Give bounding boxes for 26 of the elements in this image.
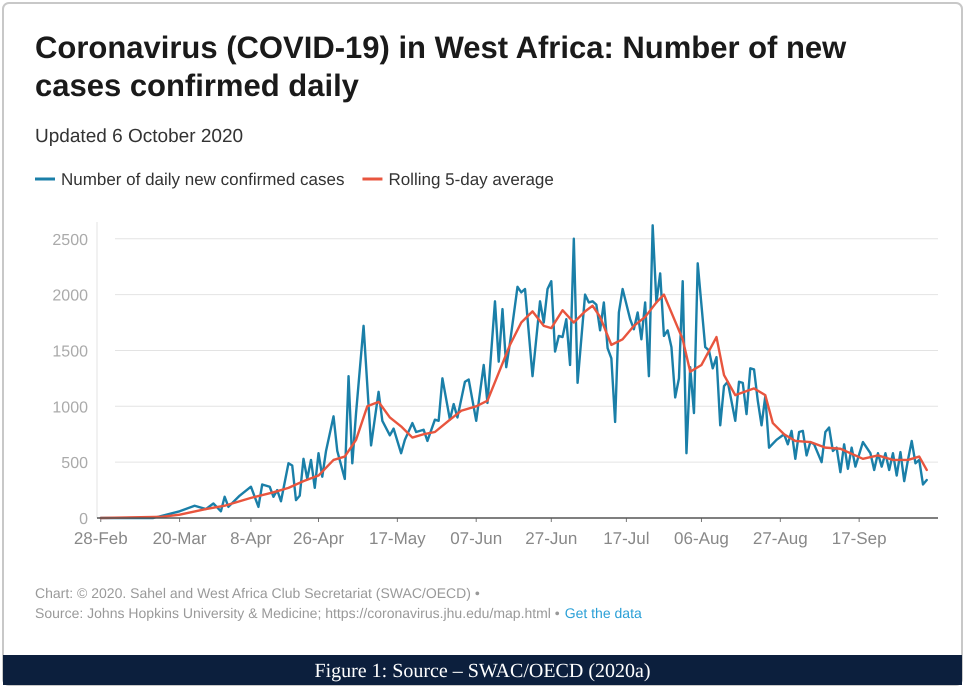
x-tick-label: 27-Jun (525, 529, 578, 548)
text: Get the data (564, 605, 642, 621)
x-tick-label: 07-Jun (450, 529, 502, 548)
source-note: Source: Johns Hopkins University & Medicine; https://coronavirus.jhu.edu/map.html • (35, 605, 560, 621)
y-tick-label: 500 (61, 455, 88, 472)
x-tick-label: 8-Apr (230, 529, 272, 548)
x-tick-label: 17-Sep (832, 529, 887, 548)
x-tick-label: 17-Jul (603, 529, 650, 548)
line-series (100, 293, 928, 520)
x-tick-label: 26-Apr (293, 529, 344, 548)
caption: Figure 1: Source – SWAC/OECD (2020a) (314, 660, 651, 682)
y-tick-label: 2500 (52, 232, 88, 249)
y-tick-label: 0 (79, 511, 88, 528)
chart-subtitle: Updated 6 October 2020 (35, 126, 244, 147)
x-tick-label: 28-Feb (74, 529, 128, 548)
text: Chart: © 2020. Sahel and West Africa Club Secretariat (SWAC/OECD) • (35, 585, 480, 601)
y-tick-label: 1000 (52, 399, 88, 416)
x-tick-label: 17-May (369, 529, 426, 548)
legend-label: Rolling 5-day average (388, 170, 554, 189)
y-tick-label: 1500 (52, 343, 88, 360)
y-tick-label: 2000 (52, 288, 88, 305)
x-tick-label: 20-Mar (152, 529, 207, 548)
chart-title: Coronavirus (COVID-19) in West Africa: Number of new cases confirmed daily (35, 30, 848, 103)
x-tick-label: 27-Aug (752, 529, 808, 548)
x-tick-label: 06-Aug (674, 529, 729, 548)
legend-label: Number of daily new confirmed cases (61, 170, 344, 189)
